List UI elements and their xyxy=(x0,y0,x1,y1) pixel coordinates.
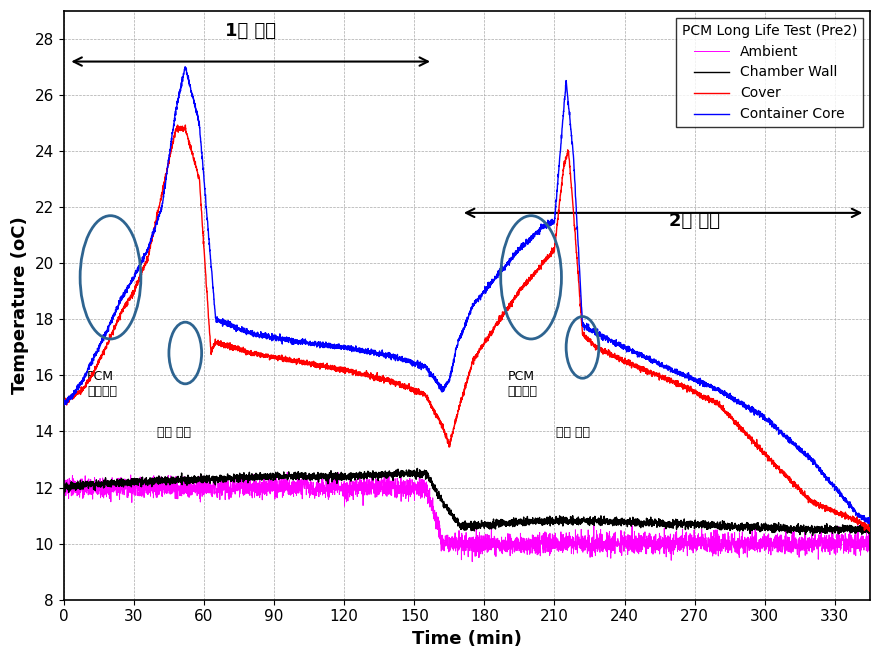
Ambient xyxy=(660,545,670,553)
Text: 1새 시도: 1새 시도 xyxy=(226,22,276,40)
Cover xyxy=(864,527,875,535)
Cover xyxy=(205,339,216,347)
Container Core xyxy=(366,347,377,355)
Text: PCM
녹음구간: PCM 녹음구간 xyxy=(507,370,537,398)
Cover xyxy=(542,254,552,262)
Chamber Wall xyxy=(366,471,377,478)
Chamber Wall xyxy=(205,476,216,484)
Container Core xyxy=(660,362,670,370)
Ambient xyxy=(282,469,292,476)
Container Core xyxy=(58,401,69,409)
Chamber Wall xyxy=(864,529,875,536)
Chamber Wall xyxy=(542,521,552,529)
Chamber Wall xyxy=(58,486,69,494)
Cover xyxy=(722,409,732,416)
Ambient xyxy=(722,546,732,554)
Cover xyxy=(58,398,69,406)
Cover xyxy=(366,372,377,380)
Line: Container Core: Container Core xyxy=(63,67,870,523)
Text: 과냉 현상: 과냉 현상 xyxy=(556,426,590,439)
Text: PCM
녹음구간: PCM 녹음구간 xyxy=(87,370,117,398)
Text: 과냉 현상: 과냉 현상 xyxy=(157,426,190,439)
Container Core xyxy=(542,220,552,228)
Ambient xyxy=(366,480,377,488)
Cover xyxy=(583,335,594,343)
Chamber Wall xyxy=(412,465,423,473)
Cover xyxy=(660,372,670,380)
Container Core xyxy=(180,63,190,71)
Y-axis label: Temperature (oC): Temperature (oC) xyxy=(11,217,29,394)
Line: Ambient: Ambient xyxy=(63,473,870,561)
Container Core xyxy=(205,251,216,259)
Chamber Wall xyxy=(722,523,732,530)
Ambient xyxy=(58,482,69,490)
Container Core xyxy=(583,322,594,330)
Chamber Wall xyxy=(660,521,670,529)
Chamber Wall xyxy=(583,521,594,529)
Ambient xyxy=(542,541,552,549)
Legend: Ambient, Chamber Wall, Cover, Container Core: Ambient, Chamber Wall, Cover, Container … xyxy=(677,18,863,127)
Chamber Wall xyxy=(807,531,818,539)
Ambient xyxy=(467,558,478,565)
Line: Chamber Wall: Chamber Wall xyxy=(63,469,870,535)
Ambient xyxy=(583,534,594,542)
Line: Cover: Cover xyxy=(63,125,870,531)
Ambient xyxy=(864,534,875,542)
Ambient xyxy=(205,480,216,488)
Container Core xyxy=(864,519,875,527)
Text: 2새 시도: 2새 시도 xyxy=(670,212,720,230)
X-axis label: Time (min): Time (min) xyxy=(412,630,522,648)
Cover xyxy=(180,121,190,129)
Container Core xyxy=(864,518,875,526)
Cover xyxy=(864,525,875,533)
Container Core xyxy=(722,393,732,401)
